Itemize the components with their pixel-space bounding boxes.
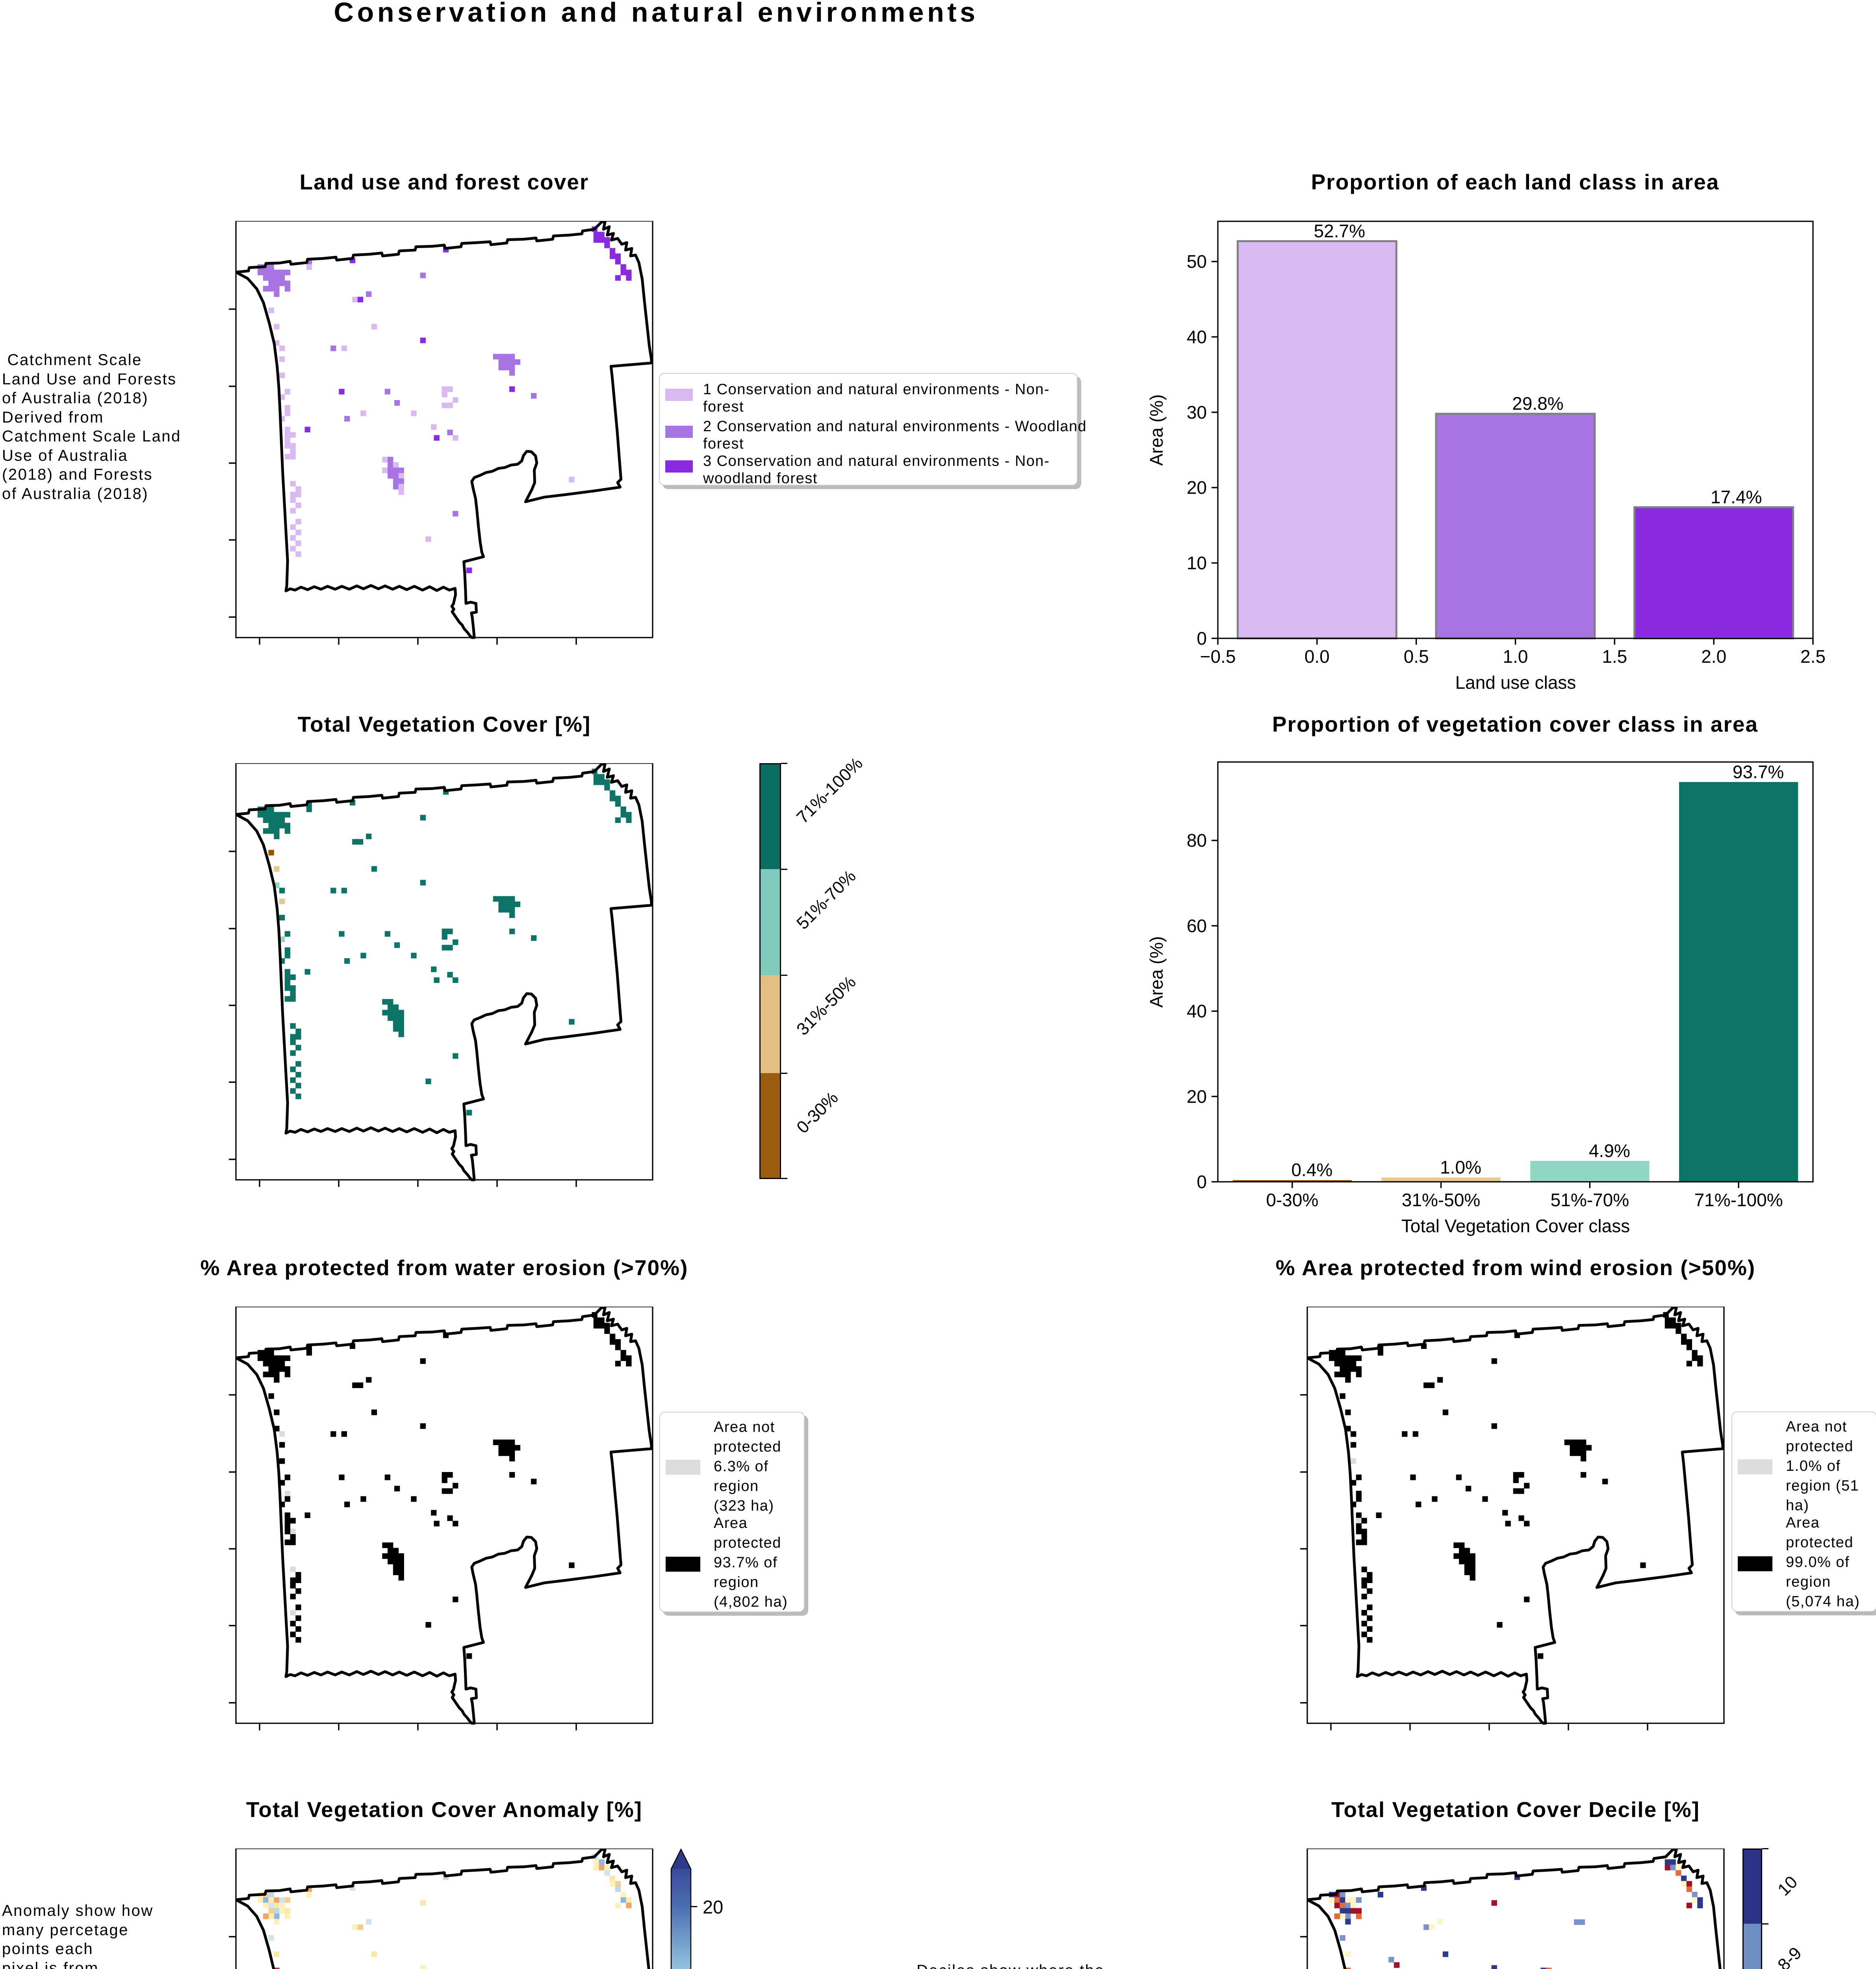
svg-text:4.9%: 4.9%: [1589, 1140, 1630, 1161]
svg-text:2.0: 2.0: [1701, 646, 1726, 667]
svg-text:17.4%: 17.4%: [1711, 487, 1762, 507]
svg-text:40: 40: [1187, 327, 1207, 347]
svg-text:51%-70%: 51%-70%: [1551, 1190, 1629, 1210]
svg-text:0.0: 0.0: [1304, 646, 1330, 667]
svg-text:60: 60: [1187, 916, 1207, 936]
svg-text:10: 10: [1187, 553, 1207, 573]
svg-text:Area (%): Area (%): [1146, 936, 1167, 1007]
svg-text:0: 0: [1197, 1172, 1207, 1192]
svg-text:Land use class: Land use class: [1455, 672, 1576, 693]
svg-text:1.5: 1.5: [1602, 646, 1627, 667]
svg-text:29.8%: 29.8%: [1512, 393, 1563, 414]
svg-text:93.7%: 93.7%: [1733, 762, 1784, 782]
svg-text:2.5: 2.5: [1800, 646, 1826, 667]
svg-text:40: 40: [1187, 1001, 1207, 1022]
svg-text:30: 30: [1187, 402, 1207, 423]
svg-text:71%-100%: 71%-100%: [1694, 1190, 1783, 1210]
svg-text:31%-50%: 31%-50%: [1402, 1190, 1480, 1210]
svg-text:1.0%: 1.0%: [1440, 1157, 1481, 1177]
svg-text:20: 20: [1187, 477, 1207, 498]
svg-text:0.4%: 0.4%: [1291, 1160, 1332, 1180]
svg-text:20: 20: [1187, 1086, 1207, 1107]
svg-text:Area (%): Area (%): [1146, 394, 1167, 465]
svg-text:Total Vegetation Cover class: Total Vegetation Cover class: [1401, 1216, 1630, 1236]
svg-text:80: 80: [1187, 830, 1207, 851]
svg-text:−0.5: −0.5: [1200, 646, 1236, 667]
svg-text:0-30%: 0-30%: [1266, 1190, 1318, 1210]
svg-text:52.7%: 52.7%: [1314, 221, 1365, 241]
svg-text:1.0: 1.0: [1503, 646, 1528, 667]
svg-text:0: 0: [1197, 628, 1207, 649]
svg-text:50: 50: [1187, 251, 1207, 272]
svg-text:0.5: 0.5: [1404, 646, 1429, 667]
